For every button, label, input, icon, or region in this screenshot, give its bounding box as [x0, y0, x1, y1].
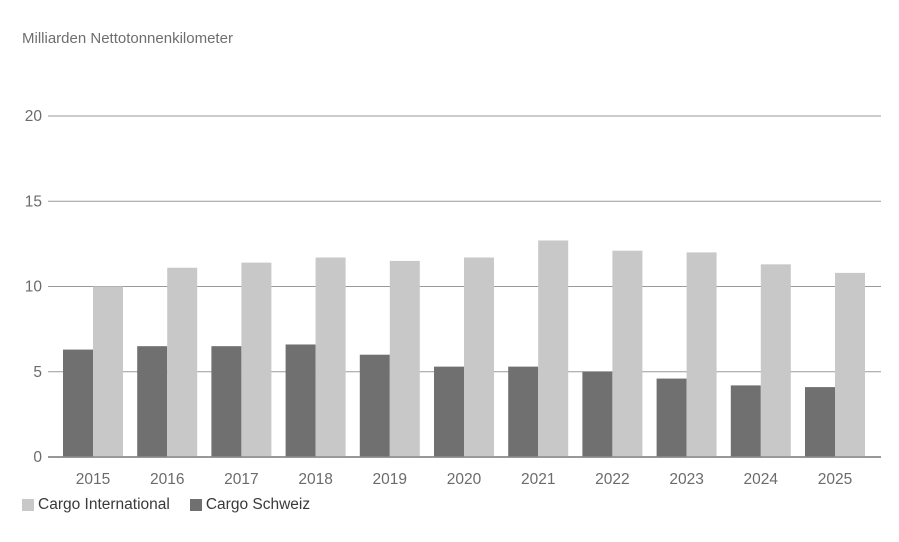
bars: [48, 240, 881, 458]
bar-cargo-schweiz-2025[interactable]: [805, 387, 835, 457]
bar-chart: 0 5 10 15 20 2015 2016 2017 2018 2019 2020 2021 202…: [25, 108, 881, 488]
y-axis-tick-labels: 0 5 10 15 20: [25, 108, 43, 466]
y-tick-label: 10: [25, 279, 43, 296]
x-tick-label: 2025: [818, 471, 852, 488]
bar-cargo-schweiz-2023[interactable]: [656, 378, 687, 457]
x-tick-label: 2020: [447, 471, 482, 488]
legend-swatch-cargo-schweiz: [189, 499, 202, 511]
bar-cargo-international-2022[interactable]: [612, 250, 643, 457]
x-tick-label: 2017: [224, 471, 258, 488]
x-tick-label: 2015: [76, 471, 110, 488]
x-tick-label: 2019: [373, 471, 407, 488]
bar-cargo-schweiz-2022[interactable]: [582, 371, 613, 457]
bar-cargo-international-2023[interactable]: [686, 252, 717, 457]
bar-cargo-schweiz-2018[interactable]: [285, 344, 316, 457]
x-tick-label: 2018: [298, 471, 332, 488]
bar-cargo-schweiz-2021[interactable]: [508, 366, 539, 457]
x-tick-label: 2024: [744, 471, 779, 488]
x-tick-label: 2022: [595, 471, 629, 488]
bar-cargo-international-2018[interactable]: [315, 257, 346, 457]
bar-cargo-international-2019[interactable]: [389, 260, 420, 457]
bar-cargo-schweiz-2019[interactable]: [359, 354, 390, 457]
legend-item-cargo-schweiz[interactable]: Cargo Schweiz: [189, 496, 311, 514]
bar-cargo-schweiz-2020[interactable]: [434, 366, 464, 457]
bar-cargo-international-2025[interactable]: [835, 272, 865, 457]
legend-swatch-cargo-international: [22, 499, 34, 511]
x-tick-label: 2021: [521, 471, 555, 488]
bar-cargo-international-2021[interactable]: [538, 240, 569, 457]
y-tick-label: 15: [25, 193, 42, 210]
y-tick-label: 5: [33, 364, 42, 381]
legend-label-cargo-schweiz: Cargo Schweiz: [205, 496, 311, 513]
y-tick-label: 20: [25, 108, 43, 125]
legend-item-cargo-international[interactable]: Cargo International: [22, 496, 170, 514]
bar-cargo-international-2015[interactable]: [93, 286, 123, 458]
legend: Cargo International Cargo Schweiz: [22, 496, 330, 514]
legend-label-cargo-international: Cargo International: [38, 496, 170, 513]
y-tick-label: 0: [33, 449, 42, 466]
bar-cargo-international-2017[interactable]: [241, 262, 272, 457]
bar-cargo-schweiz-2024[interactable]: [730, 385, 761, 457]
bar-cargo-schweiz-2015[interactable]: [63, 349, 93, 457]
x-axis-tick-labels: 2015 2016 2017 2018 2019 2020 2021 2022 2023 2024…: [76, 471, 852, 488]
bar-cargo-international-2020[interactable]: [464, 257, 494, 457]
chart-title: Milliarden Nettotonnenkilometer: [22, 30, 233, 47]
bar-cargo-international-2024[interactable]: [760, 264, 791, 457]
bar-cargo-schweiz-2017[interactable]: [211, 346, 242, 457]
bar-cargo-international-2016[interactable]: [167, 267, 198, 457]
bar-cargo-schweiz-2016[interactable]: [137, 346, 168, 457]
x-tick-label: 2023: [669, 471, 703, 488]
x-tick-label: 2016: [150, 471, 184, 488]
